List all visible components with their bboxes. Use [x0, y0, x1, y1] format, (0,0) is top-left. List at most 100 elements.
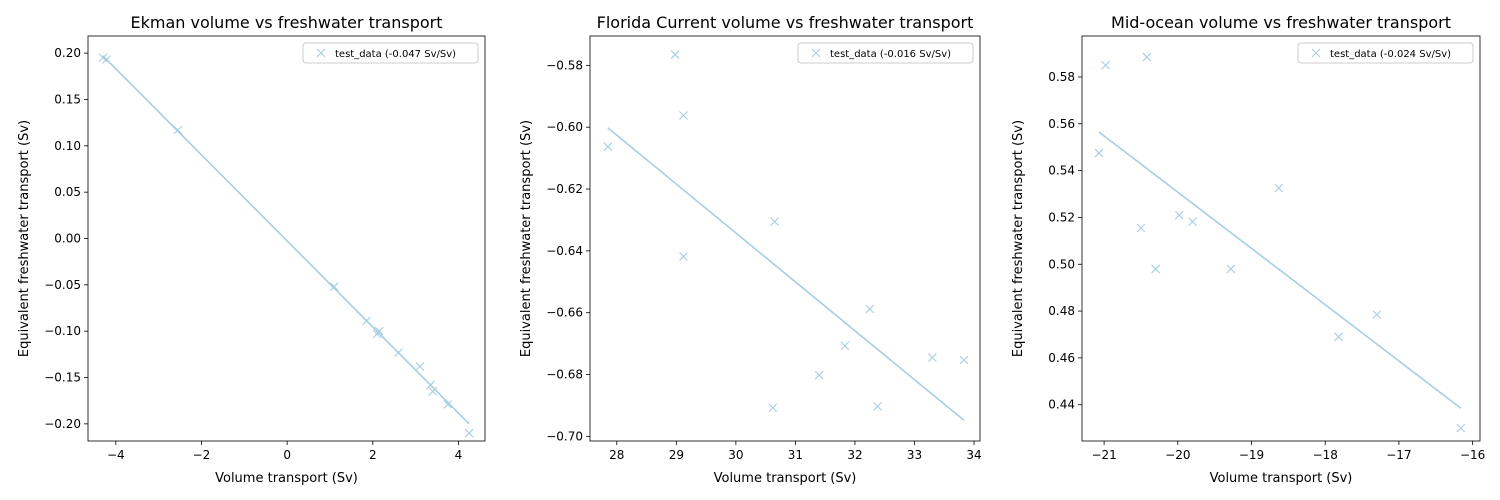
y-tick-label: −0.05 — [44, 278, 81, 292]
y-tick-label: 0.20 — [54, 46, 81, 60]
legend: test_data (-0.016 Sv/Sv) — [797, 42, 974, 64]
fit-line — [102, 55, 470, 425]
data-point-stroke — [1174, 210, 1184, 220]
data-point — [679, 252, 688, 261]
legend-label: test_data (-0.024 Sv/Sv) — [1330, 49, 1451, 60]
y-tick-label: 0.54 — [1048, 164, 1075, 178]
y-tick-label: 0.00 — [54, 232, 81, 246]
data-point-stroke — [1142, 52, 1152, 62]
data-point — [394, 348, 403, 357]
data-point-stroke — [1101, 60, 1110, 70]
x-tick-label: 34 — [966, 448, 981, 462]
data-point — [1142, 52, 1152, 62]
data-point — [1456, 423, 1466, 433]
data-point — [1136, 223, 1146, 233]
fit-line — [1098, 131, 1462, 409]
y-tick-label: 0.56 — [1048, 117, 1075, 131]
x-tick-label: −21 — [1091, 448, 1116, 462]
data-point — [329, 282, 339, 292]
x-tick-label: 33 — [907, 448, 922, 462]
x-tick-label: −16 — [1460, 448, 1485, 462]
y-axis-label: Equivalent freshwater transport (Sv) — [519, 120, 534, 357]
data-point-stroke — [1274, 183, 1284, 193]
x-tick-label: −18 — [1313, 448, 1338, 462]
legend: test_data (-0.047 Sv/Sv) — [302, 42, 479, 64]
chart-title: Mid-ocean volume vs freshwater transport — [1111, 13, 1451, 32]
y-tick-label: −0.70 — [546, 429, 583, 443]
data-point-stroke — [1188, 217, 1197, 227]
x-tick-label: −20 — [1165, 448, 1190, 462]
y-tick-label: 0.44 — [1048, 398, 1075, 412]
data-point-stroke — [840, 341, 850, 351]
data-point — [1094, 148, 1104, 158]
fit-line — [607, 127, 965, 421]
x-tick-label: −4 — [107, 448, 125, 462]
chart-title: Florida Current volume vs freshwater tra… — [597, 13, 974, 32]
legend-marker — [811, 48, 821, 58]
data-point-stroke — [426, 380, 435, 390]
data-point — [670, 50, 680, 59]
legend-marker — [1311, 48, 1321, 58]
y-tick-label: −0.66 — [546, 306, 583, 320]
data-point-stroke — [865, 304, 875, 314]
data-point — [443, 400, 453, 409]
data-point-stroke — [679, 252, 688, 261]
data-point — [173, 125, 183, 135]
data-point-stroke — [415, 362, 425, 371]
data-point — [865, 304, 875, 314]
x-tick-label: 29 — [669, 448, 684, 462]
x-axis-label: Volume transport (Sv) — [215, 471, 358, 486]
data-point — [840, 341, 850, 351]
data-point — [428, 387, 438, 396]
data-point — [770, 217, 779, 226]
y-tick-label: −0.68 — [546, 368, 583, 382]
data-point-stroke — [173, 125, 183, 135]
plot-frame — [87, 35, 486, 442]
x-tick-label: 30 — [728, 448, 743, 462]
data-point — [361, 316, 371, 326]
data-point-stroke — [768, 403, 778, 413]
y-axis-label: Equivalent freshwater transport (Sv) — [17, 120, 32, 357]
x-axis-label: Volume transport (Sv) — [1210, 471, 1353, 486]
y-tick-label: −0.20 — [44, 417, 81, 431]
data-point-stroke — [814, 370, 824, 380]
legend-box — [302, 42, 479, 64]
plot-frame — [1081, 35, 1481, 442]
data-point — [679, 111, 688, 120]
data-point — [1274, 183, 1284, 193]
y-tick-label: −0.60 — [546, 120, 583, 134]
y-tick-label: 0.50 — [1048, 257, 1075, 271]
y-tick-label: 0.58 — [1048, 70, 1075, 84]
data-point-stroke — [1334, 332, 1343, 342]
chart-panel-2: Florida Current volume vs freshwater tra… — [519, 13, 982, 486]
y-tick-label: 0.46 — [1048, 351, 1075, 365]
x-tick-label: 0 — [283, 448, 291, 462]
data-point — [415, 362, 425, 371]
chart-title: Ekman volume vs freshwater transport — [130, 13, 442, 32]
data-point-stroke — [329, 282, 339, 292]
y-tick-label: −0.62 — [546, 182, 583, 196]
data-point-stroke — [1151, 264, 1161, 274]
data-point-stroke — [770, 217, 779, 226]
data-point-stroke — [1372, 310, 1382, 319]
data-point-stroke — [959, 355, 969, 365]
x-axis-label: Volume transport (Sv) — [714, 471, 857, 486]
chart-panel-1: Ekman volume vs freshwater transport −4 −2… — [17, 13, 486, 486]
data-point-stroke — [361, 316, 371, 326]
data-point — [603, 142, 613, 152]
y-axis-label: Equivalent freshwater transport (Sv) — [1011, 120, 1026, 357]
data-point — [814, 370, 824, 380]
data-point — [426, 380, 435, 390]
y-tick-label: 0.05 — [54, 185, 81, 199]
data-point-stroke — [428, 387, 438, 396]
data-point-stroke — [1094, 148, 1104, 158]
data-point-stroke — [464, 428, 474, 438]
data-point-stroke — [670, 50, 680, 59]
data-point-stroke — [1226, 264, 1236, 274]
data-point-stroke — [394, 348, 403, 357]
data-point — [1188, 217, 1197, 227]
data-point — [1372, 310, 1382, 319]
data-point — [927, 353, 937, 362]
x-tick-label: −17 — [1386, 448, 1411, 462]
data-point — [1226, 264, 1236, 274]
